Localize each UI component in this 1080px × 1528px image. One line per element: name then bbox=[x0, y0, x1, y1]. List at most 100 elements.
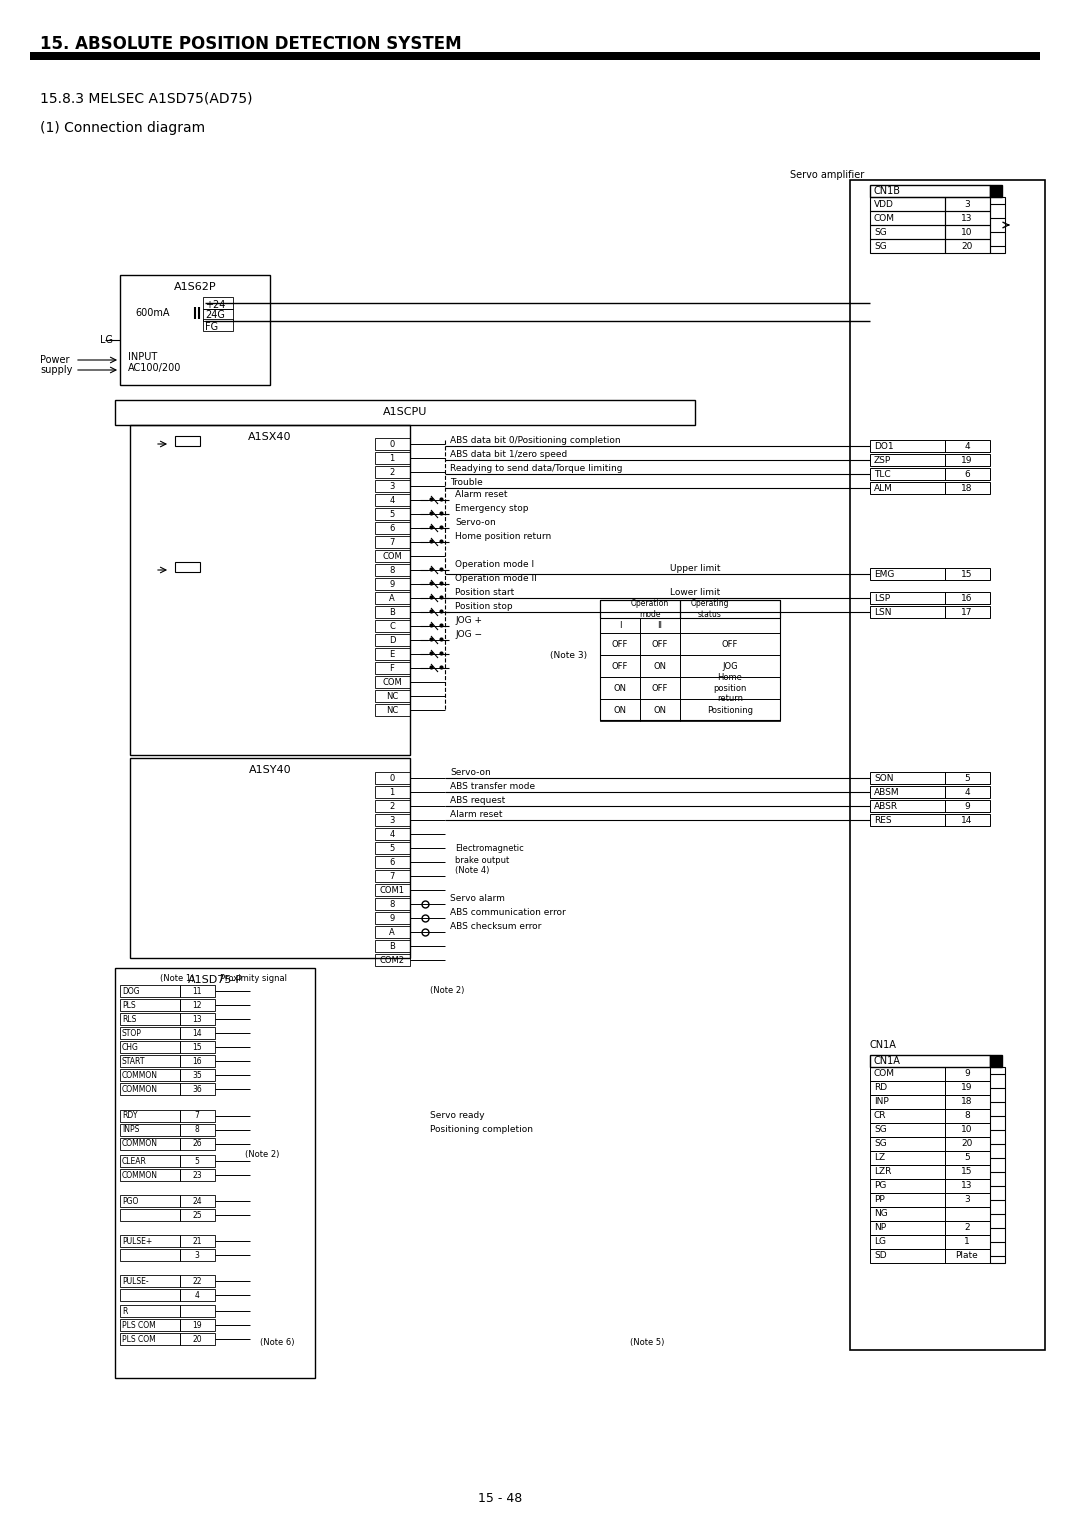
Text: 8: 8 bbox=[389, 900, 394, 909]
Bar bbox=[180, 1138, 215, 1151]
Bar bbox=[870, 1164, 945, 1180]
Bar bbox=[180, 999, 215, 1012]
Text: COMMON: COMMON bbox=[122, 1170, 158, 1180]
Text: +24: +24 bbox=[205, 299, 226, 310]
Text: OFF: OFF bbox=[652, 683, 669, 692]
Text: A1SX40: A1SX40 bbox=[248, 432, 292, 442]
Text: (Note 2): (Note 2) bbox=[245, 1151, 280, 1160]
Text: 14: 14 bbox=[192, 1028, 202, 1038]
Bar bbox=[375, 801, 410, 811]
Text: CLEAR: CLEAR bbox=[122, 1157, 147, 1166]
Text: 9: 9 bbox=[390, 914, 394, 923]
Bar bbox=[120, 1248, 180, 1261]
Bar bbox=[375, 648, 410, 660]
Bar bbox=[945, 785, 990, 798]
Text: B: B bbox=[389, 941, 395, 950]
Text: DOG: DOG bbox=[122, 987, 139, 996]
Bar bbox=[870, 1109, 945, 1123]
Text: Emergency stop: Emergency stop bbox=[455, 504, 528, 512]
Bar bbox=[945, 1221, 990, 1235]
Bar bbox=[120, 275, 270, 385]
Bar bbox=[990, 1054, 1002, 1067]
Text: 5: 5 bbox=[194, 1157, 200, 1166]
Text: CN1B: CN1B bbox=[873, 186, 900, 196]
Text: ABS data bit 1/zero speed: ABS data bit 1/zero speed bbox=[450, 449, 567, 458]
Text: 1: 1 bbox=[964, 1238, 970, 1247]
Text: LG: LG bbox=[100, 335, 113, 345]
Bar bbox=[945, 591, 990, 604]
Text: 5: 5 bbox=[964, 773, 970, 782]
Text: 6: 6 bbox=[389, 524, 394, 532]
Text: Trouble: Trouble bbox=[450, 478, 483, 486]
Bar bbox=[945, 814, 990, 827]
Text: SG: SG bbox=[874, 228, 887, 237]
Bar bbox=[180, 1083, 215, 1096]
Bar bbox=[375, 885, 410, 895]
Bar bbox=[945, 454, 990, 466]
Bar bbox=[375, 452, 410, 465]
Bar bbox=[870, 185, 990, 197]
Bar bbox=[375, 691, 410, 701]
Bar bbox=[375, 439, 410, 451]
Bar bbox=[375, 814, 410, 827]
Text: 10: 10 bbox=[961, 228, 973, 237]
Bar bbox=[120, 1195, 180, 1207]
Text: ALM: ALM bbox=[874, 483, 893, 492]
Bar bbox=[375, 842, 410, 854]
Text: 2: 2 bbox=[964, 1224, 970, 1233]
Text: Electromagnetic: Electromagnetic bbox=[455, 843, 524, 853]
Text: INPS: INPS bbox=[122, 1126, 139, 1134]
Text: OFF: OFF bbox=[652, 640, 669, 648]
Text: COMMON: COMMON bbox=[122, 1085, 158, 1094]
Bar bbox=[120, 1274, 180, 1287]
Text: SG: SG bbox=[874, 241, 887, 251]
Text: 35: 35 bbox=[192, 1071, 202, 1079]
Bar bbox=[945, 1207, 990, 1221]
Text: (Note 6): (Note 6) bbox=[260, 1339, 295, 1348]
Bar bbox=[180, 1054, 215, 1067]
Text: ON: ON bbox=[653, 662, 666, 671]
Text: 5: 5 bbox=[964, 1154, 970, 1163]
Text: Servo alarm: Servo alarm bbox=[450, 894, 504, 903]
Text: LG: LG bbox=[874, 1238, 886, 1247]
Text: SD: SD bbox=[874, 1251, 887, 1261]
Text: 0: 0 bbox=[390, 773, 394, 782]
Bar bbox=[175, 562, 200, 571]
Text: RDY: RDY bbox=[122, 1111, 137, 1120]
Bar bbox=[870, 607, 945, 617]
Bar bbox=[375, 869, 410, 882]
Text: 21: 21 bbox=[192, 1236, 202, 1245]
Bar bbox=[375, 550, 410, 562]
Bar bbox=[680, 677, 780, 698]
Bar bbox=[120, 1235, 180, 1247]
Text: 6: 6 bbox=[389, 857, 394, 866]
Bar bbox=[945, 1067, 990, 1080]
Bar bbox=[600, 601, 780, 720]
Bar bbox=[120, 1319, 180, 1331]
Bar bbox=[945, 1080, 990, 1096]
Text: 0: 0 bbox=[390, 440, 394, 449]
Bar bbox=[120, 999, 180, 1012]
Bar bbox=[120, 1332, 180, 1345]
Bar bbox=[870, 1221, 945, 1235]
Bar bbox=[945, 1109, 990, 1123]
Text: PLS COM: PLS COM bbox=[122, 1320, 156, 1329]
Bar bbox=[120, 1027, 180, 1039]
Text: 19: 19 bbox=[961, 455, 973, 465]
Bar bbox=[945, 1248, 990, 1264]
Text: PULSE-: PULSE- bbox=[122, 1276, 149, 1285]
Bar bbox=[870, 1235, 945, 1248]
Text: supply: supply bbox=[40, 365, 72, 374]
Text: 4: 4 bbox=[964, 787, 970, 796]
Text: 8: 8 bbox=[194, 1126, 200, 1134]
Bar bbox=[180, 1274, 215, 1287]
Bar bbox=[870, 1193, 945, 1207]
Bar bbox=[375, 607, 410, 617]
Text: ABSR: ABSR bbox=[874, 802, 899, 810]
Bar bbox=[120, 1013, 180, 1025]
Text: NC: NC bbox=[386, 706, 399, 715]
Bar bbox=[180, 1125, 215, 1135]
Text: Readying to send data/Torque limiting: Readying to send data/Torque limiting bbox=[450, 463, 622, 472]
Bar bbox=[180, 1109, 215, 1122]
Text: PLS COM: PLS COM bbox=[122, 1334, 156, 1343]
